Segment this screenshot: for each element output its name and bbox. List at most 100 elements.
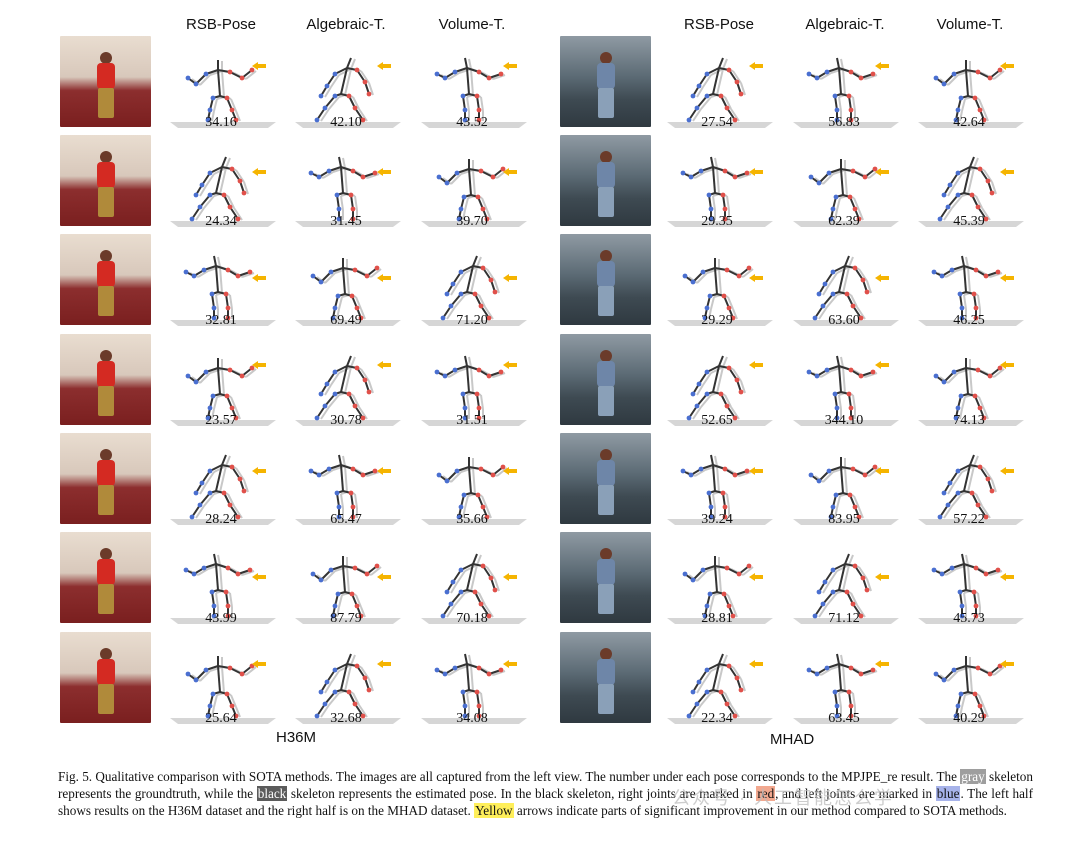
left-joint (444, 180, 450, 186)
right-joint (983, 571, 989, 577)
left-joint (314, 713, 320, 719)
right-joint (352, 565, 358, 571)
left-joint (690, 279, 696, 285)
left-joint (830, 269, 836, 275)
right-joint (987, 75, 993, 81)
right-joint (354, 67, 360, 73)
groundtruth-bone (354, 195, 358, 211)
improvement-arrow-icon (252, 361, 266, 369)
ground-plane (793, 718, 899, 724)
left-joint (688, 174, 694, 180)
left-joint (316, 174, 322, 180)
estimated-bone (356, 367, 366, 381)
estimated-bone (824, 569, 834, 583)
estimated-bone (688, 405, 698, 419)
left-joint (458, 291, 464, 297)
ground-plane (421, 420, 527, 426)
right-joint (239, 671, 245, 677)
groundtruth-bone (850, 592, 858, 606)
groundtruth-bone (852, 692, 856, 708)
right-joint (475, 492, 481, 498)
watermark: 公众号 · 人工智能怎么学 (672, 788, 894, 808)
left-joint (209, 291, 215, 297)
left-joint (704, 667, 710, 673)
right-joint (227, 69, 233, 75)
left-joint (698, 168, 704, 174)
pose-skeleton (295, 355, 401, 426)
mpjpe-value: 40.29 (953, 711, 985, 726)
left-joint (442, 373, 448, 379)
left-joint (832, 391, 838, 397)
right-joint (844, 589, 850, 595)
left-joint (322, 403, 328, 409)
left-joint (189, 514, 195, 520)
groundtruth-bone (840, 356, 844, 368)
person-torso (596, 659, 615, 685)
left-joint (812, 613, 818, 619)
mpjpe-value: 52.65 (701, 413, 733, 428)
groundtruth-bone (983, 169, 993, 183)
estimated-bone (836, 355, 840, 367)
estimated-bone (979, 168, 989, 182)
left-joint (189, 216, 195, 222)
improvement-arrow-icon (1000, 361, 1014, 369)
estimated-bone (698, 73, 708, 87)
caption-part: skeleton represents the groundtruth, whi… (58, 769, 1033, 801)
groundtruth-bone (230, 98, 237, 112)
groundtruth-bone (692, 704, 702, 718)
groundtruth-bone (730, 704, 740, 718)
estimated-bone (466, 365, 470, 393)
person-figure (591, 648, 621, 718)
left-joint (335, 293, 341, 299)
groundtruth-bone (975, 493, 983, 507)
right-joint (480, 563, 486, 569)
right-joint (971, 291, 977, 297)
groundtruth-bone (951, 493, 963, 507)
right-joint (724, 565, 730, 571)
improvement-arrow-icon (749, 660, 763, 668)
groundtruth-bone (446, 306, 456, 320)
left-joint (334, 192, 340, 198)
groundtruth-bone (696, 682, 704, 694)
groundtruth-bone (350, 58, 356, 70)
left-joint (444, 478, 450, 484)
left-joint (707, 293, 713, 299)
left-joint (702, 613, 708, 619)
person-figure (91, 52, 121, 122)
estimated-bone (356, 665, 366, 679)
groundtruth-bone (852, 394, 856, 410)
mpjpe-value: 32.68 (330, 711, 362, 726)
left-joint (955, 192, 961, 198)
left-joint (704, 689, 710, 695)
right-joint (724, 267, 730, 273)
groundtruth-bone (342, 455, 346, 467)
groundtruth-bone (227, 493, 235, 507)
right-joint (738, 687, 744, 693)
left-joint (690, 391, 696, 397)
right-joint (239, 75, 245, 81)
improvement-arrow-icon (875, 274, 889, 282)
person-torso (596, 162, 615, 188)
right-joint (490, 174, 496, 180)
groundtruth-bone (215, 294, 219, 310)
left-joint (183, 269, 189, 275)
right-header-volume: Volume-T. (936, 16, 1004, 33)
estimated-bone (201, 172, 211, 186)
groundtruth-bone (943, 207, 953, 221)
right-joint (229, 703, 235, 709)
right-joint (349, 591, 355, 597)
right-joint (225, 565, 231, 571)
right-joint (480, 265, 486, 271)
groundtruth-bone (235, 467, 245, 481)
person-head (99, 548, 112, 560)
person-torso (96, 162, 115, 188)
groundtruth-bone (460, 467, 474, 473)
mpjpe-value: 23.57 (205, 413, 237, 428)
person-figure (91, 449, 121, 519)
right-joint (360, 472, 366, 478)
estimated-bone (442, 305, 452, 319)
groundtruth-bone (328, 692, 340, 706)
improvement-arrow-icon (503, 62, 517, 70)
groundtruth-bone (478, 592, 486, 606)
groundtruth-bone (344, 68, 352, 96)
